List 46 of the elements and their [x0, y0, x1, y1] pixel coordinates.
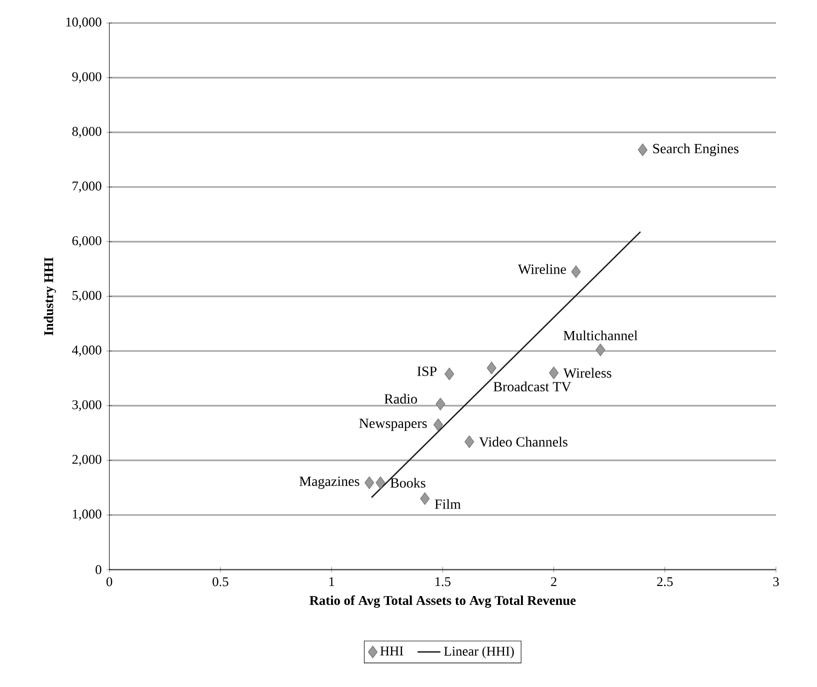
point	[549, 366, 559, 380]
annotation: Magazines	[299, 476, 360, 489]
annotation: Wireline	[518, 264, 566, 274]
point	[376, 476, 386, 490]
x-tick-label: 2.5	[657, 577, 673, 586]
legend-label: Linear (HHI)	[444, 646, 514, 658]
y-tick-label: 1,000	[72, 510, 102, 520]
x-axis-title: Ratio of Avg Total Assets to Avg Total Revenue	[310, 595, 576, 608]
point	[444, 368, 454, 380]
y-tick-label: 4,000	[72, 346, 102, 356]
annotation: Broadcast TV	[494, 382, 572, 392]
y-tick-label: 10,000	[66, 18, 102, 28]
x-tick-label: 2	[551, 577, 556, 586]
y-tick-label: 0	[96, 565, 102, 574]
annotation: Radio	[384, 394, 417, 404]
y-tick-label: 3,000	[72, 400, 102, 412]
point	[571, 265, 581, 278]
annotation: ISP	[417, 366, 436, 376]
annotation: Wireless	[563, 368, 612, 378]
annotation: Books	[390, 478, 426, 488]
annotation: Newspapers	[359, 418, 427, 431]
x-tick-label: 0.5	[212, 577, 228, 586]
annotation: Multichannel	[564, 330, 638, 340]
y-tick-label: 5,000	[72, 290, 102, 302]
x-tick-label: 1	[329, 577, 334, 586]
point	[433, 418, 443, 432]
legend-label: HHI	[380, 646, 404, 656]
y-tick-label: 8,000	[72, 126, 102, 138]
annotation: Video Channels	[479, 436, 568, 447]
x-tick-label: 3	[773, 577, 779, 586]
point	[486, 362, 496, 374]
annotation: Search Engines	[653, 143, 738, 156]
x-tick-label: 1.5	[436, 577, 450, 586]
point	[464, 435, 474, 448]
point	[420, 492, 430, 505]
y-tick-label: 7,000	[72, 182, 102, 192]
point	[596, 344, 606, 356]
y-tick-label: 2,000	[72, 454, 102, 466]
point	[364, 476, 374, 490]
point	[436, 398, 446, 410]
y-tick-label: 9,000	[72, 72, 102, 84]
y-tick-label: 6,000	[72, 236, 102, 248]
x-tick-label: 0	[106, 577, 112, 586]
point	[638, 144, 648, 156]
y-axis-title: Industry HHI	[44, 257, 56, 336]
annotation: Film	[434, 499, 461, 509]
